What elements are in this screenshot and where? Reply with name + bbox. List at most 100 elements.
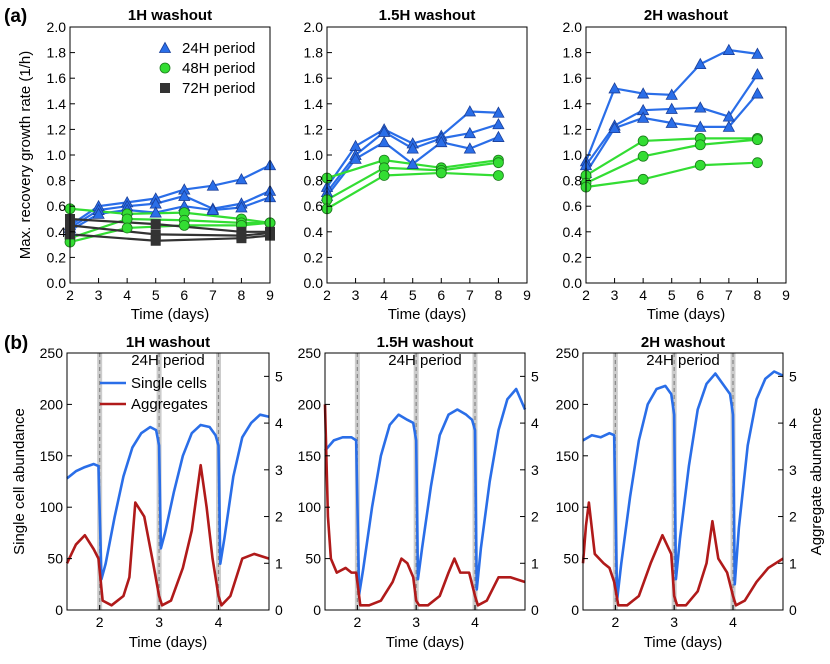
y-tick-label: 0.6: [563, 198, 583, 214]
data-point-0-4: [694, 57, 707, 70]
data-point-2-3: [665, 116, 678, 128]
y-tick-label: 0.6: [304, 198, 324, 214]
chart-a-2: 0.0 0.2 0.4 0.6 0.8 1.0 1.2 1.4 1.6 1.8 2.0 2 3 4 5 6 7 8…: [304, 7, 532, 323]
y-tick-label: 50: [47, 551, 63, 567]
data-point-0-5: [206, 179, 220, 191]
panel-label-a: (a): [4, 6, 27, 27]
data-point-5-3: [493, 170, 504, 181]
x-tick-label: 3: [95, 287, 103, 303]
x-tick-label: 8: [495, 287, 503, 303]
data-point-7-1: [150, 229, 161, 240]
legend-label: 72H period: [182, 80, 255, 97]
x-axis-label: Time (days): [129, 634, 208, 651]
y-tick-label: 100: [40, 499, 64, 515]
y-tick-label: 2.0: [304, 19, 324, 35]
y-axis-label: Single cell abundance: [11, 408, 28, 555]
x-axis-label: Time (days): [644, 634, 723, 651]
data-point-2-5: [722, 120, 736, 132]
x-tick-label: 9: [266, 287, 274, 303]
y-tick-label: 200: [298, 396, 322, 412]
y2-tick-label: 0: [275, 602, 283, 618]
data-point-4-3: [493, 157, 504, 169]
data-point-2-5: [463, 142, 477, 154]
y2-tick-label: 4: [531, 415, 539, 431]
y-tick-label: 0: [55, 602, 63, 618]
data-point-2-3: [406, 157, 419, 169]
y-tick-label: 0.8: [563, 173, 583, 189]
data-point-5-2: [435, 167, 447, 179]
x-axis-label: Time (days): [647, 306, 726, 323]
panel-label-b: (b): [4, 333, 28, 354]
y2-tick-label: 2: [531, 509, 539, 525]
series-line-5: [326, 171, 499, 210]
y-tick-label: 0.0: [304, 275, 324, 291]
y-tick-label: 1.8: [563, 45, 583, 61]
y2-tick-label: 2: [789, 509, 797, 525]
y-tick-label: 1.8: [304, 45, 324, 61]
y2-tick-label: 2: [275, 509, 283, 525]
legend-label: Aggregates: [131, 396, 208, 413]
y-tick-label: 0.4: [47, 224, 67, 240]
data-point-0-5: [722, 43, 736, 55]
y-tick-label: 50: [563, 551, 579, 567]
x-axis-label: Time (days): [386, 634, 465, 651]
y-tick-label: 1.2: [47, 121, 67, 137]
x-tick-label: 4: [639, 287, 647, 303]
y-tick-label: 0.0: [47, 275, 67, 291]
y-tick-label: 1.0: [47, 147, 67, 163]
x-tick-label: 2: [582, 287, 590, 303]
data-point-0-3: [665, 88, 678, 100]
data-point-2-1: [92, 207, 105, 219]
x-tick-label: 9: [523, 287, 531, 303]
y-tick-label: 1.2: [304, 121, 324, 137]
data-point-4-3: [752, 134, 763, 146]
series-line-0: [69, 164, 271, 227]
data-point-1-3: [406, 142, 419, 154]
data-point-5-1: [121, 222, 133, 234]
y2-axis-label: Aggregate abundance: [808, 408, 825, 556]
y-tick-label: 1.4: [563, 96, 583, 112]
y2-tick-label: 4: [275, 415, 283, 431]
series-line-4: [326, 161, 499, 201]
x-tick-label: 2: [96, 614, 104, 630]
x-tick-label: 3: [352, 287, 360, 303]
y-tick-label: 0.8: [47, 173, 67, 189]
data-point-1-4: [694, 101, 707, 113]
data-point-2-3: [149, 206, 162, 218]
y-tick-label: 150: [40, 448, 64, 464]
x-tick-label: 2: [323, 287, 331, 303]
y-tick-label: 1.0: [563, 147, 583, 163]
data-point-1-6: [492, 117, 505, 130]
y2-tick-label: 5: [531, 368, 539, 384]
series-line-4: [585, 138, 758, 185]
y-tick-label: 1.0: [304, 147, 324, 163]
y-tick-label: 150: [556, 448, 580, 464]
legend: Single cells Aggregates: [100, 375, 208, 413]
y-tick-label: 0.4: [563, 224, 583, 240]
data-point-1-3: [665, 102, 678, 114]
y-tick-label: 0: [313, 602, 321, 618]
data-point-0-1: [608, 82, 621, 94]
data-point-1-5: [463, 126, 477, 139]
y-tick-label: 1.6: [304, 70, 324, 86]
data-point-3-1: [637, 135, 649, 147]
y-axis-label: Max. recovery growth rate (1/h): [17, 51, 34, 259]
legend-label: 24H period: [182, 40, 255, 57]
data-point-2-2: [377, 135, 391, 148]
data-point-0-6: [235, 172, 248, 185]
x-tick-label: 4: [471, 614, 479, 630]
data-point-4-1: [121, 213, 133, 225]
series-line-0: [324, 387, 527, 596]
data-point-2-1: [349, 152, 362, 164]
y-tick-label: 0.8: [304, 173, 324, 189]
y-tick-label: 250: [40, 345, 64, 361]
data-point-0-6: [492, 106, 505, 118]
chart-subtitle: 24H period: [131, 352, 204, 369]
y2-tick-label: 4: [789, 415, 797, 431]
data-point-6-1: [150, 219, 161, 230]
x-tick-label: 3: [670, 614, 678, 630]
data-point-8-1: [150, 235, 161, 246]
y-tick-label: 0.6: [47, 198, 67, 214]
